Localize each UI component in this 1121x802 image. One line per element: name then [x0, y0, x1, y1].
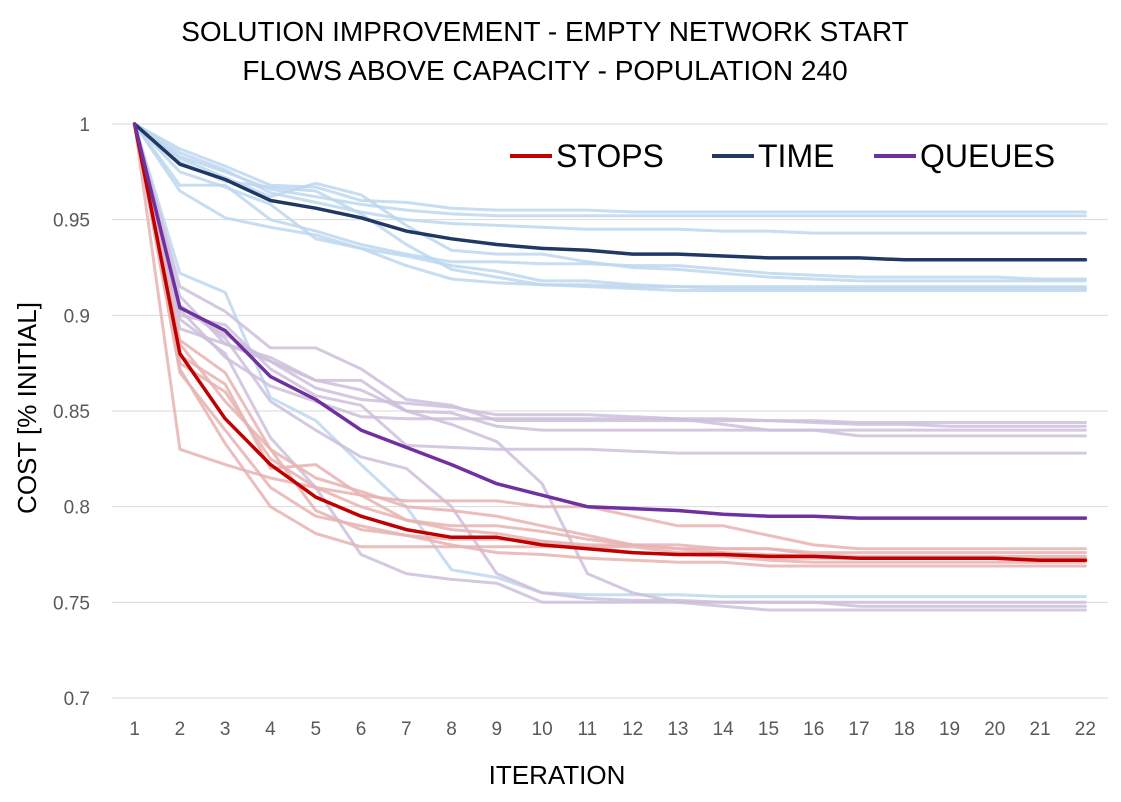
series-line-time-run	[133, 122, 1087, 599]
series-line-queues	[132, 122, 1088, 520]
x-tick-label: 5	[310, 719, 321, 740]
x-tick-label: 14	[713, 719, 735, 740]
legend-label-stops: STOPS	[556, 138, 664, 174]
x-tick-label: 7	[401, 719, 412, 740]
x-tick-label: 1	[129, 719, 140, 740]
series-line-stops-run	[133, 122, 1087, 568]
series-averages	[132, 122, 1088, 562]
x-tick-label: 3	[220, 719, 231, 740]
chart-title: SOLUTION IMPROVEMENT - EMPTY NETWORK STA…	[181, 16, 909, 86]
y-axis-ticks: 0.7 0.75 0.8 0.85 0.9 0.95 1	[53, 115, 90, 710]
series-line-time	[132, 122, 1088, 262]
series-line-queues-run	[133, 122, 1087, 455]
series-line-time-run	[133, 122, 1087, 290]
x-tick-label: 17	[848, 719, 869, 740]
x-tick-label: 13	[667, 719, 688, 740]
x-axis-title: ITERATION	[489, 760, 626, 790]
chart-title-line-2: FLOWS ABOVE CAPACITY - POPULATION 240	[242, 55, 847, 86]
y-tick-label: 0.75	[53, 593, 90, 614]
series-runs	[133, 122, 1087, 612]
x-tick-label: 16	[803, 719, 824, 740]
series-line-queues-run	[133, 122, 1087, 438]
x-tick-label: 20	[984, 719, 1005, 740]
y-tick-label: 0.95	[53, 211, 90, 232]
legend-label-queues: QUEUES	[920, 138, 1055, 174]
x-axis-ticks: 1 2 3 4 5 6 7 8 9 10 11 12 13 14 15 16 17 18 19 20 21 22	[129, 719, 1096, 740]
y-tick-label: 0.8	[64, 498, 90, 519]
series-line-queues-run	[133, 122, 1087, 424]
x-tick-label: 10	[532, 719, 553, 740]
x-tick-label: 9	[492, 719, 503, 740]
x-tick-label: 12	[622, 719, 643, 740]
series-line-stops-run	[133, 122, 1087, 555]
x-tick-label: 2	[175, 719, 186, 740]
x-tick-label: 11	[577, 719, 597, 740]
series-line-time-run	[133, 122, 1087, 218]
legend-label-time: TIME	[758, 138, 834, 174]
x-tick-label: 4	[265, 719, 276, 740]
x-tick-label: 21	[1030, 719, 1051, 740]
series-line-queues-run	[133, 122, 1087, 432]
series-line-time-run	[133, 122, 1087, 214]
y-tick-label: 0.85	[53, 402, 90, 423]
x-tick-label: 15	[758, 719, 779, 740]
legend: STOPS TIME QUEUES	[510, 138, 1055, 174]
y-tick-label: 0.9	[64, 306, 90, 327]
series-line-queues-run	[133, 122, 1087, 612]
x-tick-label: 18	[894, 719, 915, 740]
y-tick-label: 0.7	[64, 689, 90, 710]
series-line-stops	[132, 122, 1088, 562]
series-line-time-run	[133, 122, 1087, 292]
series-line-queues-run	[133, 122, 1087, 604]
x-tick-label: 8	[446, 719, 457, 740]
x-tick-label: 22	[1075, 719, 1096, 740]
x-tick-label: 19	[939, 719, 960, 740]
series-line-queues-run	[133, 122, 1087, 428]
chart-title-line-1: SOLUTION IMPROVEMENT - EMPTY NETWORK STA…	[181, 16, 909, 47]
series-line-time-run	[133, 122, 1087, 235]
series-line-time-run	[133, 122, 1087, 289]
y-axis-title: COST [% INITIAL]	[12, 302, 42, 514]
x-tick-label: 6	[356, 719, 367, 740]
y-tick-label: 1	[79, 115, 90, 136]
